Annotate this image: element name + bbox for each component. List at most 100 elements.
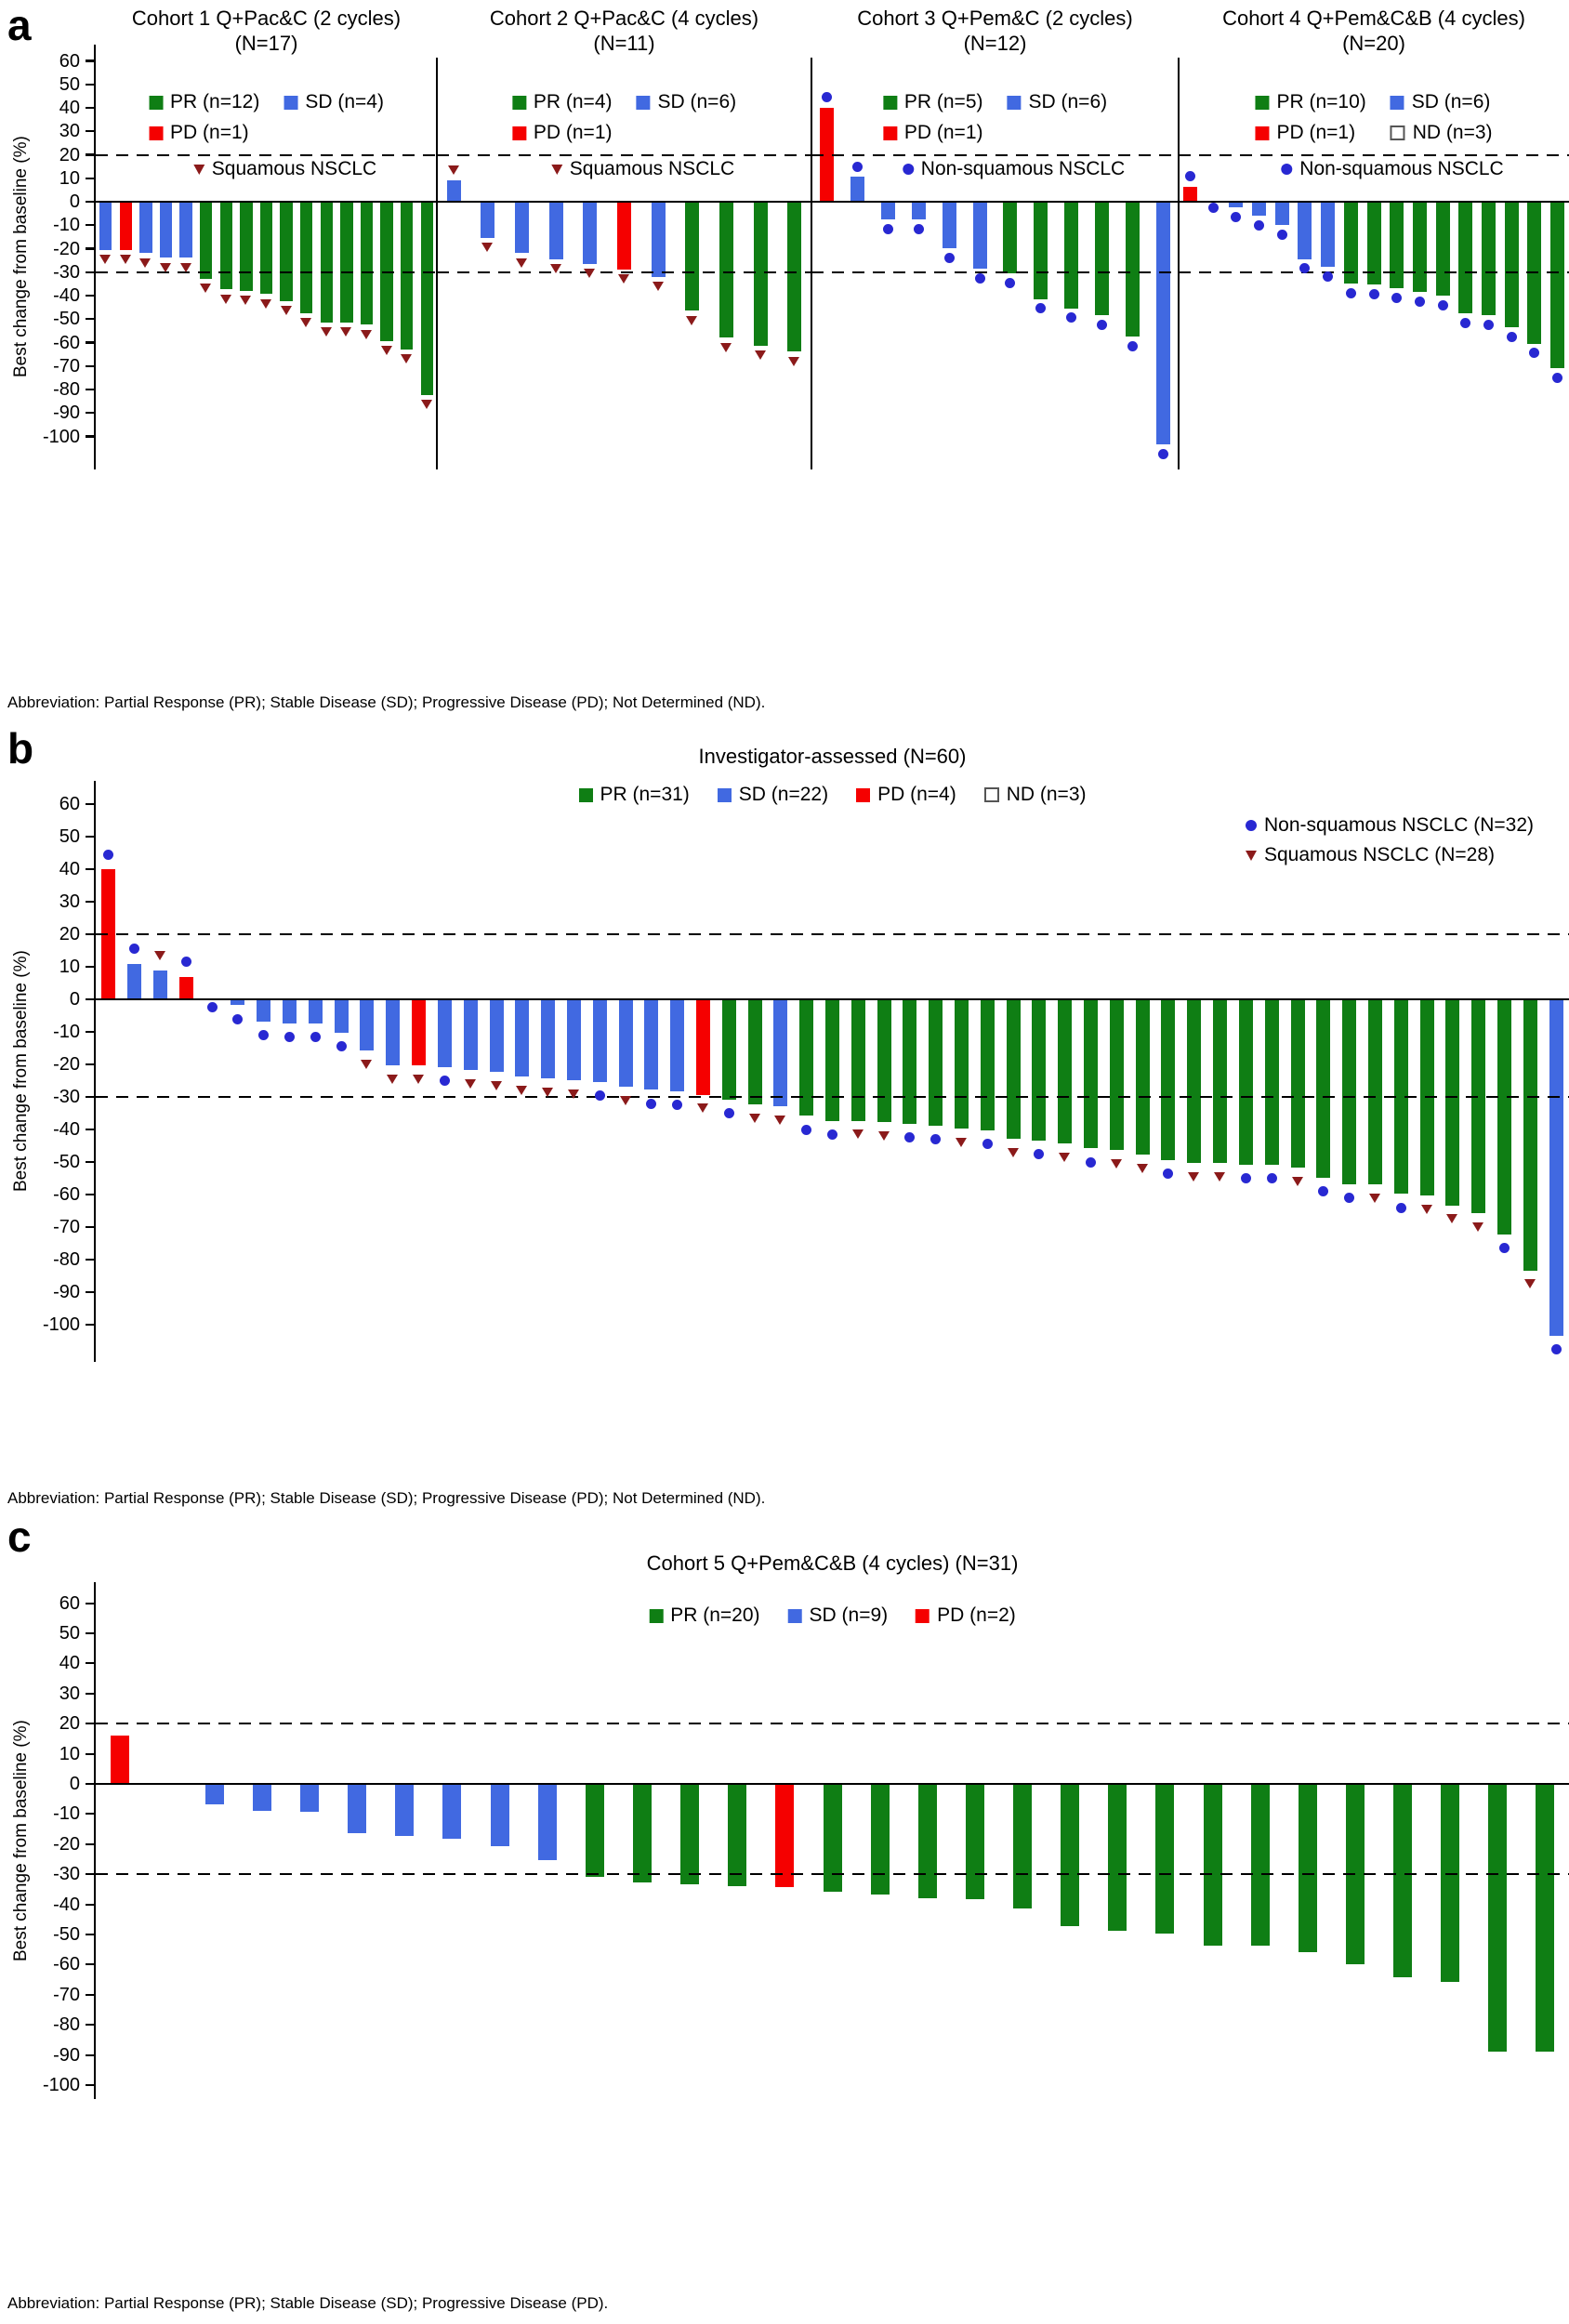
squamous-triangle-icon <box>1446 1214 1458 1224</box>
squamous-triangle-icon <box>481 243 494 253</box>
non-squamous-dot-icon <box>1345 287 1356 298</box>
legend-label: SD (n=6) <box>1411 91 1491 112</box>
y-axis-tick-label: 20 <box>59 1713 80 1735</box>
legend-swatch-pr-icon <box>149 95 164 110</box>
waterfall-bar-sd <box>651 203 666 277</box>
waterfall-bar-pr <box>1343 203 1358 284</box>
waterfall-bar-pr <box>1126 203 1140 337</box>
reference-line <box>437 153 811 156</box>
non-squamous-dot-icon <box>827 1129 837 1140</box>
y-axis-tick-label: 50 <box>59 826 80 847</box>
non-squamous-dot-icon <box>1498 1243 1510 1254</box>
legend-item: PD (n=1) <box>882 122 983 144</box>
y-axis-tick-label: -10 <box>53 1022 80 1042</box>
y-axis-tick-label: -30 <box>53 1087 80 1107</box>
reference-line <box>811 153 1179 156</box>
waterfall-bar-pd <box>695 1000 710 1095</box>
squamous-triangle-icon <box>119 254 131 264</box>
y-axis-tick-label: 50 <box>59 73 80 95</box>
squamous-triangle-icon <box>1136 1164 1148 1173</box>
waterfall-bar-sd <box>308 1000 323 1023</box>
legend-item: ND (n=3) <box>1390 122 1493 144</box>
waterfall-bar-sd <box>442 1785 462 1840</box>
y-axis-tick-label: -60 <box>53 332 80 353</box>
waterfall-bar-sd <box>515 1000 530 1077</box>
waterfall-bar-pr <box>420 203 433 396</box>
squamous-triangle-icon <box>584 269 596 278</box>
waterfall-bar-pr <box>1393 1785 1413 1978</box>
y-axis-tick-label: -70 <box>53 1984 80 2005</box>
squamous-triangle-icon <box>160 262 172 272</box>
non-squamous-dot-icon <box>1323 271 1334 283</box>
legend-item: SD (n=9) <box>787 1604 888 1627</box>
non-squamous-dot-icon <box>801 1124 812 1135</box>
y-axis-tick <box>86 1258 94 1261</box>
waterfall-bar-sd <box>446 180 461 202</box>
waterfall-bar-sd <box>257 1000 271 1022</box>
panel-b-letter: b <box>7 724 34 772</box>
waterfall-bar-pr <box>1441 1785 1460 1983</box>
y-axis-tick <box>86 835 94 838</box>
y-axis-tick-label: -10 <box>53 1803 80 1825</box>
waterfall-bar-sd <box>139 203 152 254</box>
waterfall-bar-pd <box>119 203 133 250</box>
legend-item: ND (n=3) <box>983 784 1087 806</box>
legend-item: PR (n=20) <box>649 1604 760 1627</box>
waterfall-bar-pr <box>1536 1785 1555 2052</box>
legend-swatch-pd-icon <box>1255 125 1270 140</box>
non-squamous-dot-icon <box>943 253 955 264</box>
non-squamous-dot-icon <box>913 223 924 234</box>
y-axis-tick <box>86 1323 94 1327</box>
legend-swatch-sd-icon <box>1007 95 1022 110</box>
legend-item: PR (n=5) <box>882 91 983 113</box>
legend-swatch-pr-icon <box>882 95 897 110</box>
waterfall-bar-pr <box>1203 1785 1222 1947</box>
waterfall-bar-sd <box>773 1000 788 1106</box>
y-axis-tick-label: -90 <box>53 1282 80 1302</box>
non-squamous-dot-icon <box>129 944 140 955</box>
waterfall-bar-pr <box>877 1000 891 1123</box>
squamous-triangle-icon <box>380 346 392 356</box>
squamous-triangle-icon <box>320 327 332 337</box>
non-squamous-dot-icon <box>904 1132 916 1143</box>
waterfall-bar-pr <box>1006 1000 1021 1139</box>
non-squamous-dot-icon <box>1483 320 1495 331</box>
subplot-separator <box>811 58 812 469</box>
squamous-triangle-icon <box>360 329 372 339</box>
legend-label: PD (n=1) <box>170 122 249 143</box>
y-axis-tick-label: -20 <box>53 238 80 259</box>
waterfall-bar-sd <box>618 1000 633 1087</box>
legend-item: PR (n=12) <box>149 91 259 113</box>
waterfall-bar-pr <box>1316 1000 1331 1178</box>
waterfall-bar-pr <box>685 203 700 311</box>
non-squamous-dot-icon <box>1240 1173 1251 1183</box>
waterfall-bar-pr <box>299 203 313 313</box>
y-axis-tick <box>86 294 94 297</box>
legend-item: SD (n=22) <box>717 784 828 806</box>
waterfall-bar-pr <box>1412 203 1427 292</box>
waterfall-bar-sd <box>592 1000 607 1082</box>
panel-a-abbreviation: Abbreviation: Partial Response (PR); Sta… <box>7 693 766 711</box>
y-axis-tick-label: -50 <box>53 1924 80 1945</box>
y-axis-tick-label: -30 <box>53 261 80 283</box>
squamous-triangle-icon <box>1059 1152 1071 1162</box>
waterfall-bar-sd <box>583 203 598 264</box>
waterfall-bar-pd <box>617 203 631 270</box>
y-axis-tick-label: -80 <box>53 2014 80 2036</box>
y-axis-tick-label: 30 <box>59 121 80 142</box>
legend-label: PR (n=12) <box>170 91 260 112</box>
waterfall-bar-pr <box>1390 203 1404 289</box>
legend-swatch-sd-icon <box>787 1608 802 1623</box>
squamous-triangle-icon <box>387 1074 399 1084</box>
y-axis-tick-label: 30 <box>59 891 80 912</box>
legend-label: PR (n=20) <box>670 1604 760 1626</box>
y-axis-tick-label: -50 <box>53 309 80 330</box>
waterfall-bar-pr <box>965 1785 984 1900</box>
squamous-triangle-icon <box>516 1086 528 1095</box>
non-squamous-dot-icon <box>1299 263 1311 274</box>
waterfall-bar-pr <box>728 1785 747 1886</box>
y-axis-tick <box>86 2053 94 2056</box>
y-axis-tick <box>86 1160 94 1164</box>
waterfall-bar-sd <box>1321 203 1336 268</box>
non-squamous-dot-icon <box>1552 372 1563 383</box>
